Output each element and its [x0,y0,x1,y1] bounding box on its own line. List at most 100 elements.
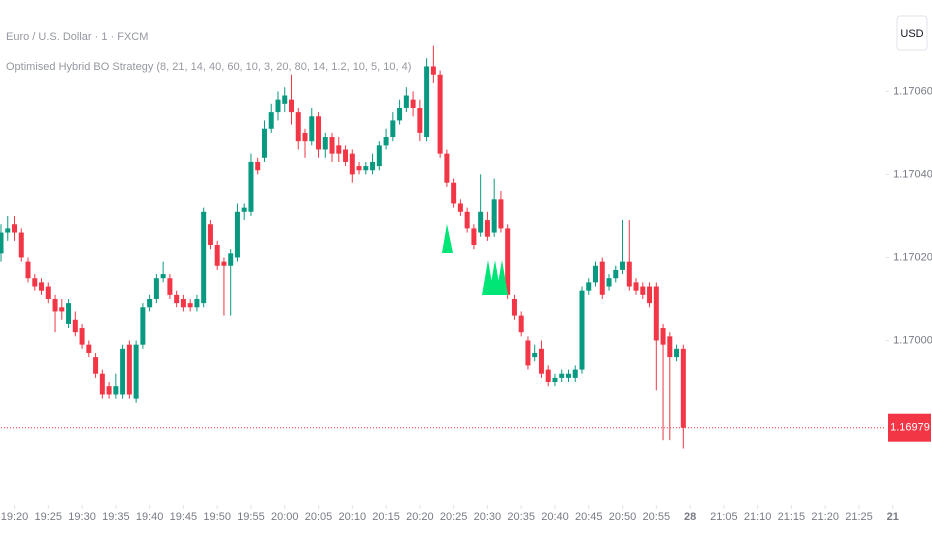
candle-body [606,278,612,287]
candle-body [484,220,490,237]
candle-body [403,95,409,108]
candle-body [518,315,524,333]
candle-body [201,211,207,304]
candle-body [430,66,436,75]
x-tick-label: 19:50 [203,511,231,523]
candle-body [316,116,322,150]
candle-body [194,298,200,308]
candle-body [444,153,450,183]
candle-body [79,328,85,345]
candle-body [180,298,186,308]
candle-body [363,166,369,171]
candle-body [255,161,261,171]
candle-body [221,261,227,266]
x-tick-label: 20:00 [271,511,299,523]
candle-body [626,261,632,287]
candle-body [565,373,571,378]
candle-body [0,232,4,254]
candle-body [72,319,78,333]
x-tick-label: 28 [684,511,696,523]
signal-marker [496,260,508,295]
y-tick-label: 1.17060 [893,85,932,97]
candle-body [424,66,430,138]
candle-body [86,344,92,353]
candle-body [241,207,247,212]
x-tick-label: 19:55 [237,511,265,523]
candle-body [640,286,646,295]
candle-body [309,116,315,142]
x-tick-label: 20:20 [406,511,434,523]
candle-body [322,137,328,150]
x-tick-label: 19:35 [102,511,130,523]
currency-button[interactable] [896,15,928,51]
candle-body [93,357,99,374]
candle-body [140,307,146,345]
x-tick-label: 20:45 [575,511,603,523]
candle-body [25,261,31,279]
candle-body [545,369,551,383]
candle-body [167,278,173,295]
candle-body [153,278,159,299]
candle-body [282,95,288,104]
x-tick-label: 20:55 [643,511,671,523]
candle-body [228,253,234,266]
candle-body [478,211,484,233]
candle-body [45,286,51,299]
candle-body [633,282,639,291]
x-tick-label: 21:05 [710,511,738,523]
candle-body [5,228,11,233]
candle-body [52,298,58,312]
candle-body [552,377,558,383]
candle-body [302,132,308,142]
x-tick-label: 20:30 [474,511,502,523]
candle-body [113,386,119,395]
candle-body [579,290,585,370]
candle-body [586,282,592,291]
candle-body [505,228,511,295]
x-tick-label: 21:20 [811,511,839,523]
candle-body [593,265,599,283]
candle-body [268,112,274,129]
x-tick-label: 20:10 [339,511,367,523]
x-tick-label: 20:50 [609,511,637,523]
x-tick-label: 20:35 [507,511,535,523]
candle-body [126,344,132,395]
y-tick-label: 1.17020 [893,251,932,263]
candle-body [410,99,416,108]
price-axis-panel [886,0,932,550]
candle-body [390,120,396,138]
candle-body [532,352,538,358]
candle-body [417,107,423,133]
candle-body [599,261,605,295]
candle-body [147,298,153,308]
x-tick-label: 20:25 [440,511,468,523]
candle-body [620,261,626,270]
candle-body [471,228,477,245]
x-tick-label: 21:10 [744,511,772,523]
plot-area [0,45,886,449]
x-tick-label: 19:30 [68,511,96,523]
symbol-title: Euro / U.S. Dollar · 1 · FXCM [6,31,148,43]
candle-body [356,166,362,171]
candle-body [66,303,72,324]
candle-body [32,278,38,287]
candle-body [613,269,619,279]
x-tick-label: 19:25 [35,511,63,523]
signal-marker [442,224,453,253]
candle-body [18,232,24,258]
candle-body [559,373,565,378]
x-tick-label: 21:25 [845,511,873,523]
candle-body [295,112,301,142]
currency-label[interactable]: USD [900,28,923,40]
candle-body [498,199,504,229]
candle-body [12,224,18,233]
candle-body [275,99,281,113]
candle-body [451,182,457,204]
x-tick-label: 20:15 [372,511,400,523]
candle-body [647,286,653,304]
candle-body [437,74,443,154]
x-tick-label: 19:45 [170,511,198,523]
x-tick-label: 20:05 [305,511,333,523]
candle-body [653,286,659,341]
